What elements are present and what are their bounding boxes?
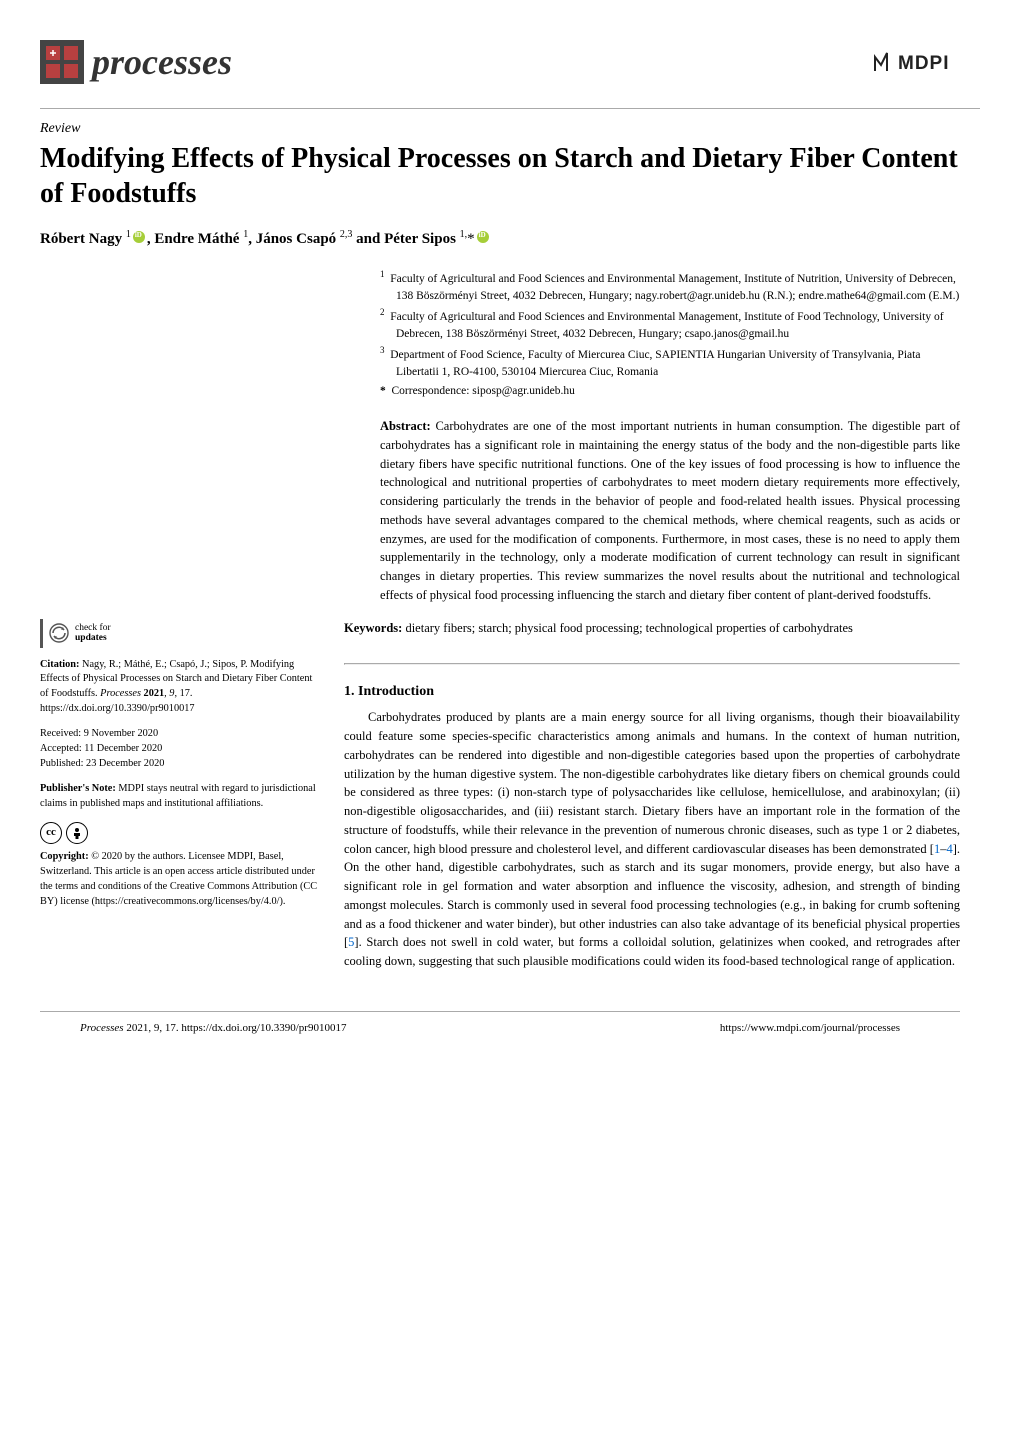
- abstract-block: Abstract: Carbohydrates are one of the m…: [380, 417, 960, 605]
- author-list: Róbert Nagy 1, Endre Máthé 1, János Csap…: [40, 229, 960, 248]
- affiliations: 1 Faculty of Agricultural and Food Scien…: [380, 268, 960, 399]
- abstract-text: Carbohydrates are one of the most import…: [380, 419, 960, 602]
- published-date: Published: 23 December 2020: [40, 758, 164, 769]
- section-rule: [344, 663, 960, 665]
- sidebar: check forupdates Citation: Nagy, R.; Mát…: [40, 619, 320, 920]
- copyright-block: Copyright: © 2020 by the authors. Licens…: [40, 850, 320, 910]
- cc-icon: cc: [40, 822, 62, 844]
- intro-paragraph: Carbohydrates produced by plants are a m…: [344, 708, 960, 971]
- correspondence: Correspondence: siposp@agr.unideb.hu: [392, 385, 575, 397]
- section-1-title: 1. Introduction: [344, 681, 960, 702]
- affiliation-1: Faculty of Agricultural and Food Science…: [390, 273, 959, 302]
- author-1: Róbert Nagy: [40, 231, 126, 247]
- received-date: Received: 9 November 2020: [40, 728, 158, 739]
- processes-logo-icon: [40, 40, 84, 84]
- abstract-label: Abstract:: [380, 419, 431, 433]
- article-type: Review: [40, 121, 960, 137]
- footer-left: Processes 2021, 9, 17. https://dx.doi.or…: [80, 1022, 346, 1034]
- orcid-icon[interactable]: [133, 231, 145, 243]
- orcid-icon[interactable]: [477, 231, 489, 243]
- check-updates-button[interactable]: check forupdates: [40, 619, 117, 648]
- affiliation-3: Department of Food Science, Faculty of M…: [390, 349, 920, 378]
- author-4: and Péter Sipos: [352, 231, 459, 247]
- publisher-logo: MDPI: [870, 43, 960, 82]
- top-rule: [40, 108, 980, 109]
- publishers-note: Publisher's Note: MDPI stays neutral wit…: [40, 782, 320, 812]
- main-content: Keywords: dietary fibers; starch; physic…: [344, 619, 960, 971]
- keywords-block: Keywords: dietary fibers; starch; physic…: [344, 619, 960, 638]
- author-3: , János Csapó: [248, 231, 340, 247]
- author-2: , Endre Máthé: [147, 231, 243, 247]
- dates-block: Received: 9 November 2020 Accepted: 11 D…: [40, 727, 320, 772]
- mdpi-text: MDPI: [898, 53, 950, 74]
- journal-logo: processes: [40, 40, 232, 84]
- journal-name: processes: [92, 41, 232, 83]
- article-title: Modifying Effects of Physical Processes …: [40, 141, 960, 211]
- affiliation-2: Faculty of Agricultural and Food Science…: [390, 311, 943, 340]
- footer-right[interactable]: https://www.mdpi.com/journal/processes: [720, 1022, 900, 1034]
- updates-icon: [49, 623, 69, 643]
- by-icon: [66, 822, 88, 844]
- mdpi-mark-icon: [875, 53, 887, 71]
- cc-license-badges: cc: [40, 822, 88, 844]
- page-footer: Processes 2021, 9, 17. https://dx.doi.or…: [40, 1011, 960, 1062]
- citation-block: Citation: Nagy, R.; Máthé, E.; Csapó, J.…: [40, 658, 320, 718]
- accepted-date: Accepted: 11 December 2020: [40, 743, 162, 754]
- page-header: processes MDPI: [0, 0, 1020, 108]
